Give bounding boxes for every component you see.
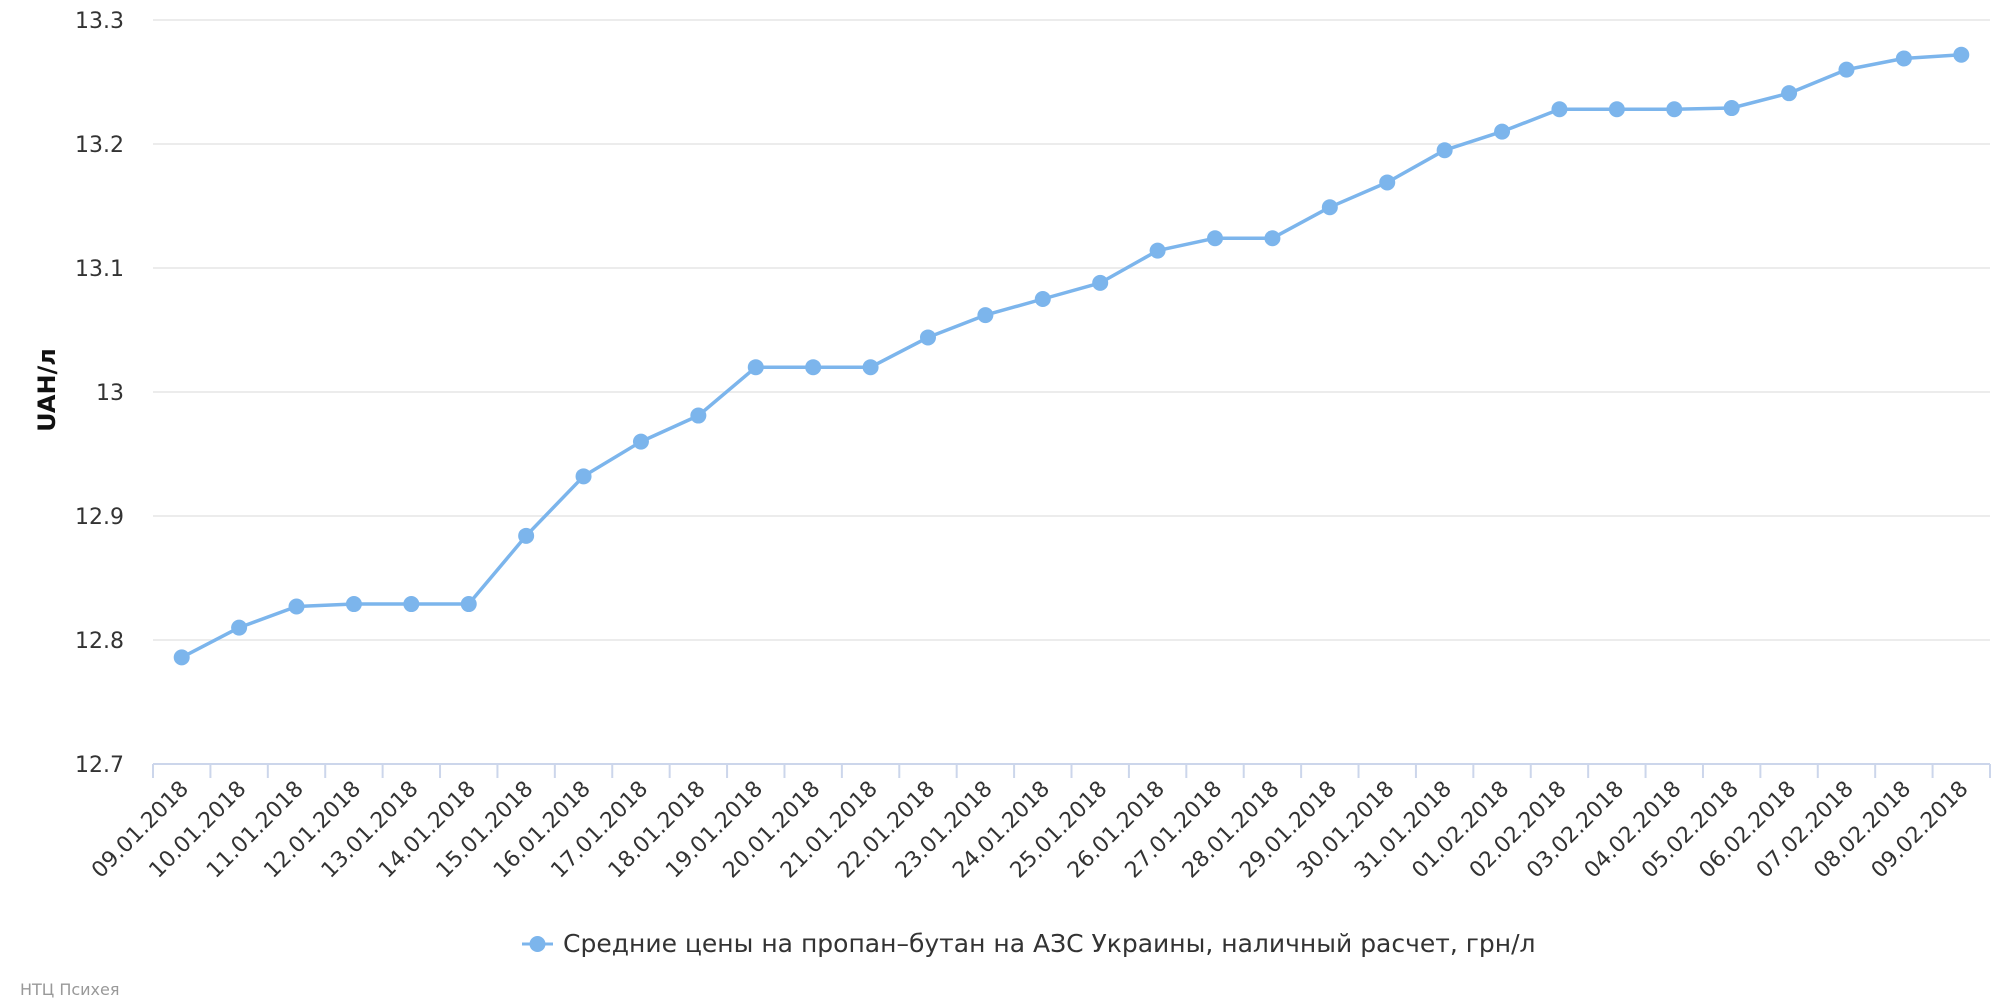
legend-marker-icon — [529, 936, 546, 952]
data-point[interactable] — [1436, 142, 1453, 159]
data-point[interactable] — [1207, 230, 1224, 247]
data-point[interactable] — [460, 596, 477, 613]
data-point[interactable] — [1723, 100, 1740, 117]
y-tick-label: 13 — [96, 381, 124, 406]
y-tick-label: 13.2 — [75, 133, 124, 158]
data-point[interactable] — [862, 359, 879, 376]
data-point[interactable] — [1781, 85, 1798, 102]
data-point[interactable] — [1608, 101, 1625, 118]
grid-lines — [153, 19, 1990, 641]
credit-label[interactable]: НТЦ Психея — [20, 980, 119, 999]
data-point[interactable] — [1149, 242, 1166, 259]
data-point[interactable] — [1551, 101, 1568, 118]
data-point[interactable] — [403, 596, 420, 613]
data-point[interactable] — [231, 619, 248, 636]
data-point[interactable] — [1953, 46, 1970, 63]
data-point[interactable] — [1092, 274, 1109, 291]
legend-item-label: Средние цены на пропан–бутан на АЗС Укра… — [563, 929, 1536, 958]
y-axis-labels: 13.3 13.2 13.1 13 12.9 12.8 12.7 — [75, 9, 124, 778]
data-point[interactable] — [518, 527, 535, 544]
data-point[interactable] — [575, 468, 592, 485]
data-point[interactable] — [173, 649, 190, 666]
data-point[interactable] — [747, 359, 764, 376]
data-point[interactable] — [1494, 123, 1511, 140]
y-tick-label: 12.7 — [75, 753, 124, 778]
data-point[interactable] — [1379, 174, 1396, 191]
data-point[interactable] — [1666, 101, 1683, 118]
y-axis-title: UAH/л — [33, 348, 61, 432]
data-point[interactable] — [288, 598, 305, 615]
data-point[interactable] — [632, 433, 649, 450]
series-line[interactable] — [180, 52, 1962, 659]
y-tick-label: 13.1 — [75, 257, 124, 282]
x-axis — [152, 763, 1991, 778]
data-point[interactable] — [977, 307, 994, 324]
data-point[interactable] — [1264, 230, 1281, 247]
data-point[interactable] — [1034, 291, 1051, 307]
legend[interactable]: Средние цены на пропан–бутан на АЗС Укра… — [522, 929, 1536, 958]
y-tick-label: 12.8 — [75, 629, 124, 654]
data-point[interactable] — [1838, 61, 1855, 78]
y-tick-label: 13.3 — [75, 9, 124, 34]
data-point[interactable] — [919, 329, 936, 346]
data-point[interactable] — [1895, 50, 1912, 67]
data-point[interactable] — [345, 596, 362, 613]
y-tick-label: 12.9 — [75, 505, 124, 530]
data-point[interactable] — [805, 359, 822, 376]
x-axis-labels: 09.01.201810.01.201811.01.201812.01.2018… — [87, 777, 1973, 884]
series-line-group — [173, 46, 1970, 666]
data-point[interactable] — [1321, 199, 1338, 216]
data-point[interactable] — [690, 407, 707, 424]
